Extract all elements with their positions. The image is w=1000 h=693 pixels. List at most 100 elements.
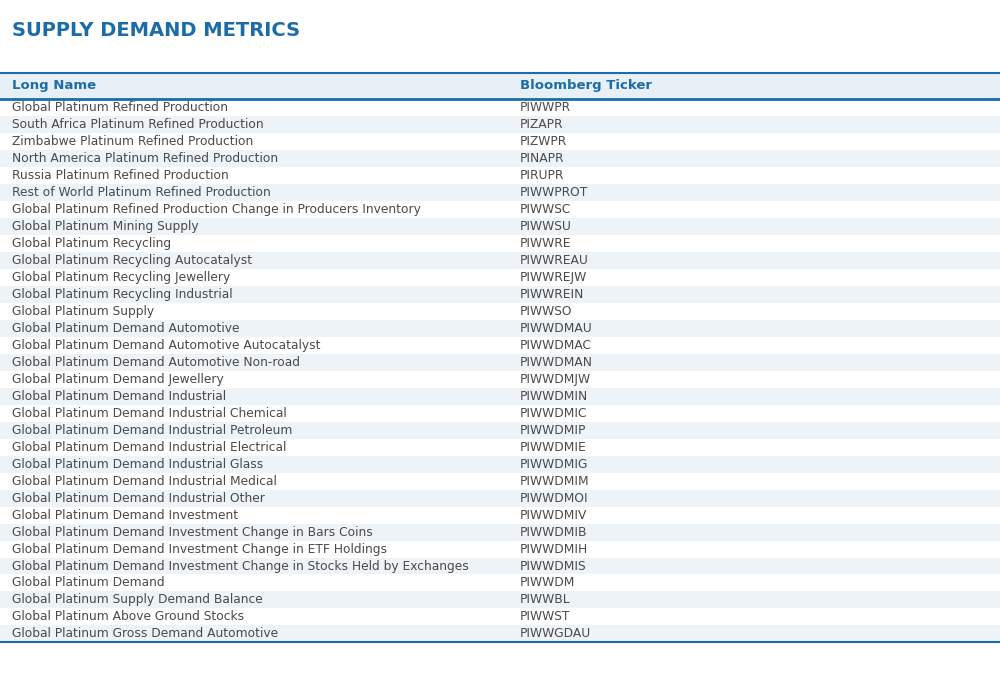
Text: Global Platinum Recycling Jewellery: Global Platinum Recycling Jewellery bbox=[12, 271, 230, 284]
Bar bbox=[0, 541, 1000, 558]
Text: PIZAPR: PIZAPR bbox=[520, 118, 564, 131]
Bar bbox=[0, 608, 1000, 626]
Text: PIWWRE: PIWWRE bbox=[520, 237, 572, 250]
Bar bbox=[0, 320, 1000, 337]
Text: PIWWDMIP: PIWWDMIP bbox=[520, 423, 586, 437]
Bar bbox=[0, 269, 1000, 286]
Bar bbox=[0, 490, 1000, 507]
Bar bbox=[0, 626, 1000, 642]
Text: Global Platinum Demand Investment Change in Stocks Held by Exchanges: Global Platinum Demand Investment Change… bbox=[12, 559, 469, 572]
Text: PINAPR: PINAPR bbox=[520, 152, 564, 165]
Text: Global Platinum Demand Investment Change in ETF Holdings: Global Platinum Demand Investment Change… bbox=[12, 543, 387, 556]
Text: SUPPLY DEMAND METRICS: SUPPLY DEMAND METRICS bbox=[12, 21, 300, 40]
Bar bbox=[0, 507, 1000, 524]
Text: Global Platinum Demand Industrial: Global Platinum Demand Industrial bbox=[12, 389, 226, 403]
Text: PIZWPR: PIZWPR bbox=[520, 135, 567, 148]
Text: Global Platinum Demand Investment Change in Bars Coins: Global Platinum Demand Investment Change… bbox=[12, 525, 373, 538]
Bar bbox=[0, 184, 1000, 201]
Text: Bloomberg Ticker: Bloomberg Ticker bbox=[520, 80, 652, 92]
Text: Global Platinum Demand Automotive Non-road: Global Platinum Demand Automotive Non-ro… bbox=[12, 356, 300, 369]
Text: Global Platinum Refined Production: Global Platinum Refined Production bbox=[12, 101, 228, 114]
Text: Russia Platinum Refined Production: Russia Platinum Refined Production bbox=[12, 169, 229, 182]
Text: PIWWREIN: PIWWREIN bbox=[520, 288, 584, 301]
Text: PIWWREJW: PIWWREJW bbox=[520, 271, 587, 284]
Bar bbox=[0, 133, 1000, 150]
Text: Global Platinum Demand Jewellery: Global Platinum Demand Jewellery bbox=[12, 373, 224, 386]
Text: Global Platinum Demand Industrial Electrical: Global Platinum Demand Industrial Electr… bbox=[12, 441, 286, 454]
Text: PIWWPR: PIWWPR bbox=[520, 101, 571, 114]
Text: Global Platinum Demand Investment: Global Platinum Demand Investment bbox=[12, 509, 238, 522]
Bar bbox=[0, 524, 1000, 541]
Text: PIWWSC: PIWWSC bbox=[520, 203, 571, 216]
Text: PIWWDMIH: PIWWDMIH bbox=[520, 543, 588, 556]
Bar bbox=[0, 252, 1000, 269]
Bar bbox=[0, 558, 1000, 574]
Bar bbox=[0, 218, 1000, 235]
Text: Global Platinum Recycling: Global Platinum Recycling bbox=[12, 237, 171, 250]
Text: Global Platinum Refined Production Change in Producers Inventory: Global Platinum Refined Production Chang… bbox=[12, 203, 421, 216]
Bar bbox=[0, 99, 1000, 116]
Text: South Africa Platinum Refined Production: South Africa Platinum Refined Production bbox=[12, 118, 264, 131]
Text: Rest of World Platinum Refined Production: Rest of World Platinum Refined Productio… bbox=[12, 186, 271, 199]
Text: Global Platinum Demand Industrial Medical: Global Platinum Demand Industrial Medica… bbox=[12, 475, 277, 488]
Text: Global Platinum Supply: Global Platinum Supply bbox=[12, 305, 154, 318]
Bar bbox=[0, 354, 1000, 371]
Bar bbox=[0, 201, 1000, 218]
Bar bbox=[0, 592, 1000, 608]
Text: PIWWDMJW: PIWWDMJW bbox=[520, 373, 591, 386]
Bar bbox=[0, 473, 1000, 490]
Text: Global Platinum Demand Industrial Chemical: Global Platinum Demand Industrial Chemic… bbox=[12, 407, 287, 420]
Bar bbox=[0, 456, 1000, 473]
Text: Long Name: Long Name bbox=[12, 80, 96, 92]
Bar bbox=[0, 388, 1000, 405]
Text: PIWWDMIG: PIWWDMIG bbox=[520, 457, 588, 471]
Text: PIWWDMIE: PIWWDMIE bbox=[520, 441, 587, 454]
Bar bbox=[0, 303, 1000, 320]
Text: Global Platinum Demand Industrial Petroleum: Global Platinum Demand Industrial Petrol… bbox=[12, 423, 292, 437]
Text: PIWWREAU: PIWWREAU bbox=[520, 254, 589, 267]
Text: PIWWDMAU: PIWWDMAU bbox=[520, 322, 593, 335]
Text: PIWWDMIN: PIWWDMIN bbox=[520, 389, 588, 403]
Text: PIWWDMIB: PIWWDMIB bbox=[520, 525, 588, 538]
Text: Global Platinum Demand Automotive: Global Platinum Demand Automotive bbox=[12, 322, 240, 335]
Text: North America Platinum Refined Production: North America Platinum Refined Productio… bbox=[12, 152, 278, 165]
Text: PIWWDMIV: PIWWDMIV bbox=[520, 509, 587, 522]
Text: PIWWBL: PIWWBL bbox=[520, 593, 571, 606]
Text: PIWWDMIC: PIWWDMIC bbox=[520, 407, 588, 420]
Bar bbox=[0, 235, 1000, 252]
Text: PIWWDMAN: PIWWDMAN bbox=[520, 356, 593, 369]
Bar bbox=[0, 337, 1000, 354]
Text: PIWWSO: PIWWSO bbox=[520, 305, 572, 318]
Text: PIWWDMOI: PIWWDMOI bbox=[520, 491, 589, 505]
Text: Global Platinum Supply Demand Balance: Global Platinum Supply Demand Balance bbox=[12, 593, 263, 606]
Bar bbox=[0, 405, 1000, 422]
Text: Global Platinum Demand Automotive Autocatalyst: Global Platinum Demand Automotive Autoca… bbox=[12, 339, 320, 352]
Text: Zimbabwe Platinum Refined Production: Zimbabwe Platinum Refined Production bbox=[12, 135, 253, 148]
Text: Global Platinum Demand: Global Platinum Demand bbox=[12, 577, 165, 590]
Bar bbox=[0, 371, 1000, 388]
Text: Global Platinum Above Ground Stocks: Global Platinum Above Ground Stocks bbox=[12, 611, 244, 624]
Text: PIWWGDAU: PIWWGDAU bbox=[520, 627, 591, 640]
Text: PIWWDMAC: PIWWDMAC bbox=[520, 339, 592, 352]
Text: Global Platinum Mining Supply: Global Platinum Mining Supply bbox=[12, 220, 199, 233]
Text: PIWWDMIM: PIWWDMIM bbox=[520, 475, 590, 488]
Bar bbox=[0, 73, 1000, 99]
Text: Global Platinum Demand Industrial Glass: Global Platinum Demand Industrial Glass bbox=[12, 457, 263, 471]
Text: PIWWDMIS: PIWWDMIS bbox=[520, 559, 587, 572]
Text: PIWWDM: PIWWDM bbox=[520, 577, 575, 590]
Bar bbox=[0, 422, 1000, 439]
Bar bbox=[0, 116, 1000, 133]
Bar bbox=[0, 150, 1000, 167]
Bar bbox=[0, 439, 1000, 456]
Text: PIWWST: PIWWST bbox=[520, 611, 570, 624]
Bar bbox=[0, 574, 1000, 592]
Text: Global Platinum Demand Industrial Other: Global Platinum Demand Industrial Other bbox=[12, 491, 265, 505]
Text: PIRUPR: PIRUPR bbox=[520, 169, 564, 182]
Text: Global Platinum Recycling Autocatalyst: Global Platinum Recycling Autocatalyst bbox=[12, 254, 252, 267]
Text: Global Platinum Recycling Industrial: Global Platinum Recycling Industrial bbox=[12, 288, 233, 301]
Text: PIWWSU: PIWWSU bbox=[520, 220, 572, 233]
Bar bbox=[0, 286, 1000, 303]
Text: PIWWPROT: PIWWPROT bbox=[520, 186, 588, 199]
Text: Global Platinum Gross Demand Automotive: Global Platinum Gross Demand Automotive bbox=[12, 627, 278, 640]
Bar bbox=[0, 167, 1000, 184]
